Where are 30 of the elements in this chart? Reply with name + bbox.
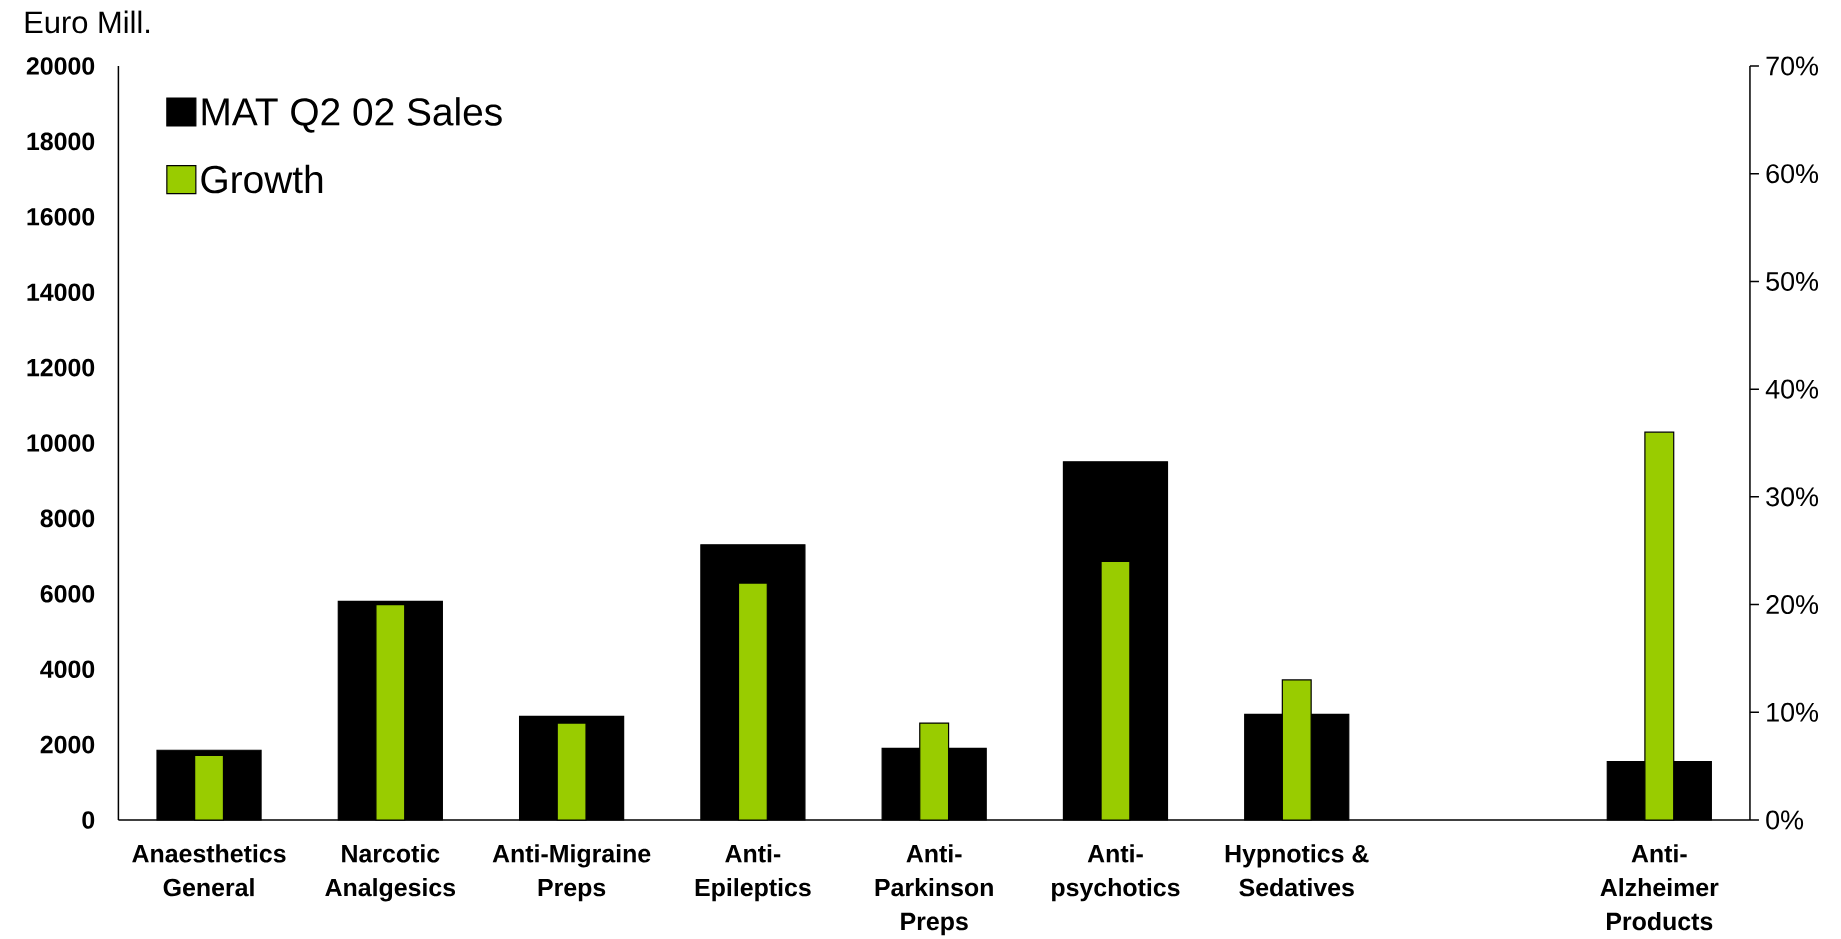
x-tick-label: Hypnotics & Sedatives xyxy=(1225,844,1369,897)
y-tick-label: 10000 xyxy=(27,434,95,452)
y2-tick-label: 0% xyxy=(1766,810,1804,830)
x-tick-label: Anti-Epileptics xyxy=(695,844,811,902)
y2-tick-label: 20% xyxy=(1766,595,1819,615)
legend-label: Growth xyxy=(201,164,323,194)
x-tick-label: Anti-Parkinson Preps xyxy=(875,844,993,936)
y-tick-label: 8000 xyxy=(40,509,95,528)
y2-tick-label: 70% xyxy=(1766,56,1819,76)
y-tick-label: 18000 xyxy=(27,132,95,151)
x-tick-label: Anti-Alzheimer Products xyxy=(1600,844,1719,931)
x-tick-label: Anaesthetics General xyxy=(132,844,286,897)
y-tick-label: 20000 xyxy=(26,57,95,75)
y-tick-label: 4000 xyxy=(40,660,95,679)
y-tick-label: 12000 xyxy=(27,358,95,377)
x-tick-label: Narcotic Analgesics xyxy=(325,844,456,902)
y-tick-label: 2000 xyxy=(40,735,95,754)
y2-tick-label: 40% xyxy=(1765,379,1819,399)
y-axis-title: Euro Mill. xyxy=(25,10,150,34)
y2-tick-label: 50% xyxy=(1766,271,1819,291)
y2-tick-label: 30% xyxy=(1766,487,1819,507)
y-tick-label: 6000 xyxy=(40,584,95,603)
y-tick-label: 14000 xyxy=(27,283,95,302)
legend-label: MAT Q2 02 Sales xyxy=(202,97,502,133)
y-tick-label: 16000 xyxy=(27,207,95,226)
y2-tick-label: 60% xyxy=(1766,164,1819,184)
x-tick-label: Anti-psychotics xyxy=(1052,844,1180,902)
x-tick-label: Anti-Migraine Preps xyxy=(492,844,651,902)
y-tick-label: 0 xyxy=(82,811,95,829)
y2-tick-label: 10% xyxy=(1767,702,1819,722)
